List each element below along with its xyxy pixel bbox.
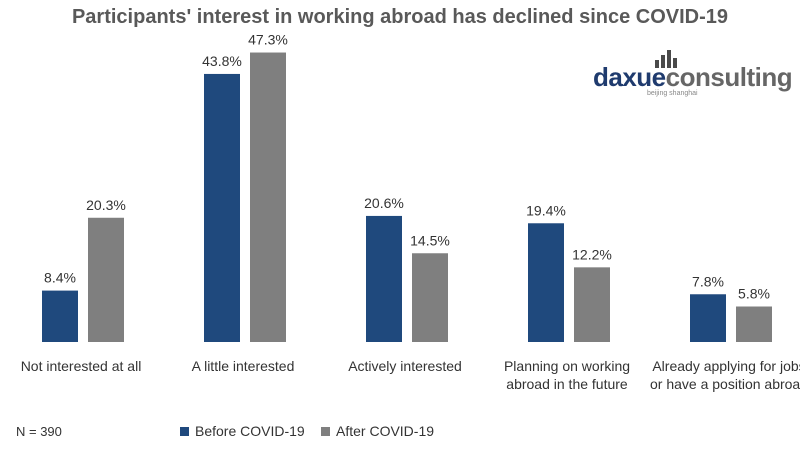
bar-before-1: [204, 73, 240, 342]
daxue-consulting-logo: daxueconsulting beijing shanghai: [593, 48, 793, 98]
bar-before-0: [42, 290, 78, 342]
data-label-before-4: 7.8%: [692, 273, 724, 289]
logo-text-secondary: consulting: [665, 62, 793, 92]
data-label-after-0: 20.3%: [86, 197, 126, 213]
data-label-after-4: 5.8%: [738, 286, 770, 302]
logo-text-primary: daxue: [593, 62, 666, 92]
bar-after-0: [88, 217, 124, 342]
chart-title: Participants' interest in working abroad…: [71, 6, 729, 28]
category-label-3: Planning on working abroad in the future: [504, 358, 630, 392]
legend-swatch-after: [321, 426, 330, 436]
bar-before-3: [528, 223, 564, 342]
legend-item-before: Before COVID-19: [180, 423, 305, 439]
data-label-after-1: 47.3%: [248, 32, 288, 48]
legend-item-after: After COVID-19: [321, 423, 434, 439]
logo-tagline: beijing shanghai: [647, 90, 698, 97]
bar-after-3: [574, 267, 610, 342]
category-label-2: Actively interested: [348, 358, 462, 374]
data-label-before-3: 19.4%: [526, 202, 566, 218]
legend-swatch-before: [180, 426, 189, 436]
data-label-after-2: 14.5%: [410, 232, 450, 248]
sample-size-note: N = 390: [16, 424, 62, 439]
bar-after-1: [250, 52, 286, 343]
logo-bars-icon: [655, 50, 685, 68]
data-label-before-1: 43.8%: [202, 53, 242, 69]
bar-after-2: [412, 253, 448, 342]
category-label-4: Already applying for jobs or have a posit…: [650, 358, 800, 392]
data-label-before-0: 8.4%: [44, 270, 76, 286]
legend-label-before: Before COVID-19: [195, 423, 305, 439]
legend-label-after: After COVID-19: [336, 423, 435, 439]
data-label-before-2: 20.6%: [364, 195, 404, 211]
bar-before-2: [366, 215, 402, 342]
bar-after-4: [736, 306, 772, 342]
bar-before-4: [690, 294, 726, 342]
data-label-after-3: 12.2%: [572, 246, 612, 262]
category-label-0: Not interested at all: [21, 358, 142, 374]
category-label-1: A little interested: [192, 358, 295, 374]
